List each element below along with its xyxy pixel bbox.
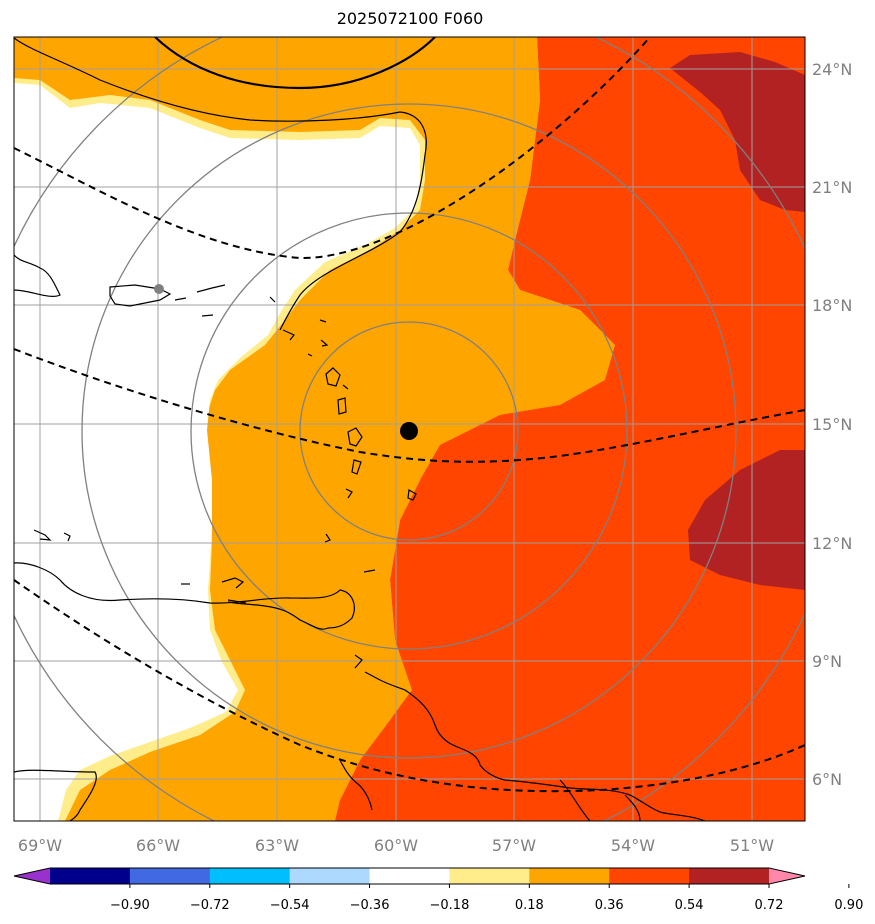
lon-label: 66°W bbox=[136, 836, 180, 855]
colorbar-outline bbox=[13, 867, 806, 885]
lon-label: 69°W bbox=[18, 836, 62, 855]
field-white bbox=[14, 83, 420, 821]
field-dark-red-north bbox=[670, 52, 805, 212]
field-dark-red-east bbox=[688, 450, 805, 590]
colorbar-segment bbox=[129, 868, 211, 884]
colorbar-tick-label: −0.54 bbox=[270, 898, 310, 913]
colorbar-segment bbox=[529, 868, 610, 884]
colorbar-segment bbox=[369, 868, 450, 884]
contour-solid bbox=[154, 37, 436, 90]
lat-label: 6°N bbox=[812, 770, 842, 789]
map-area bbox=[14, 37, 805, 821]
lat-label: 15°N bbox=[812, 415, 852, 434]
map-frame bbox=[13, 36, 806, 822]
latitude-labels: 24°N 21°N 18°N 15°N 12°N 9°N 6°N bbox=[812, 60, 852, 789]
lat-label: 21°N bbox=[812, 178, 852, 197]
colorbar-segment bbox=[689, 868, 770, 884]
lat-label: 24°N bbox=[812, 60, 852, 79]
colorbar-segment bbox=[289, 868, 371, 884]
colorbar-extend-low bbox=[14, 868, 50, 884]
colorbar-tick-label: 0.90 bbox=[834, 898, 863, 913]
lon-label: 63°W bbox=[255, 836, 299, 855]
colorbar-tick-label: 0.54 bbox=[675, 898, 704, 913]
colorbar-tick-label: −0.90 bbox=[110, 898, 150, 913]
dashed-contours bbox=[14, 37, 805, 793]
colorbar-segment bbox=[609, 868, 690, 884]
longitude-labels: 69°W 66°W 63°W 60°W 57°W 54°W 51°W bbox=[18, 836, 774, 855]
lon-label: 60°W bbox=[374, 836, 418, 855]
lat-label: 12°N bbox=[812, 534, 852, 553]
lat-label: 18°N bbox=[812, 296, 852, 315]
colorbar-tick-label: −0.72 bbox=[190, 898, 230, 913]
coastlines bbox=[14, 37, 706, 821]
colorbar-tick-label: −0.36 bbox=[350, 898, 390, 913]
colorbar-segment bbox=[209, 868, 291, 884]
storm-center-marker bbox=[400, 422, 418, 440]
field-orange bbox=[14, 37, 615, 821]
colorbar-tick-label: 0.36 bbox=[595, 898, 624, 913]
colorbar-tick-label: 0.18 bbox=[515, 898, 544, 913]
reference-point-marker bbox=[154, 284, 164, 294]
graticule bbox=[14, 37, 805, 821]
range-rings bbox=[14, 37, 805, 821]
colorbar-segment bbox=[449, 868, 530, 884]
colorbar-tick-label: −0.18 bbox=[430, 898, 470, 913]
colorbar-tick-label: 0.72 bbox=[755, 898, 784, 913]
colorbar: −0.90 −0.72 −0.54 −0.36 −0.18 0.18 0.36 0.54 0.7… bbox=[13, 867, 863, 913]
colorbar-extend-high bbox=[769, 868, 805, 884]
lon-label: 57°W bbox=[492, 836, 536, 855]
lon-label: 51°W bbox=[730, 836, 774, 855]
colorbar-segment bbox=[50, 868, 131, 884]
lon-label: 54°W bbox=[611, 836, 655, 855]
lat-label: 9°N bbox=[812, 652, 842, 671]
map-title: 2025072100 F060 bbox=[336, 9, 484, 28]
